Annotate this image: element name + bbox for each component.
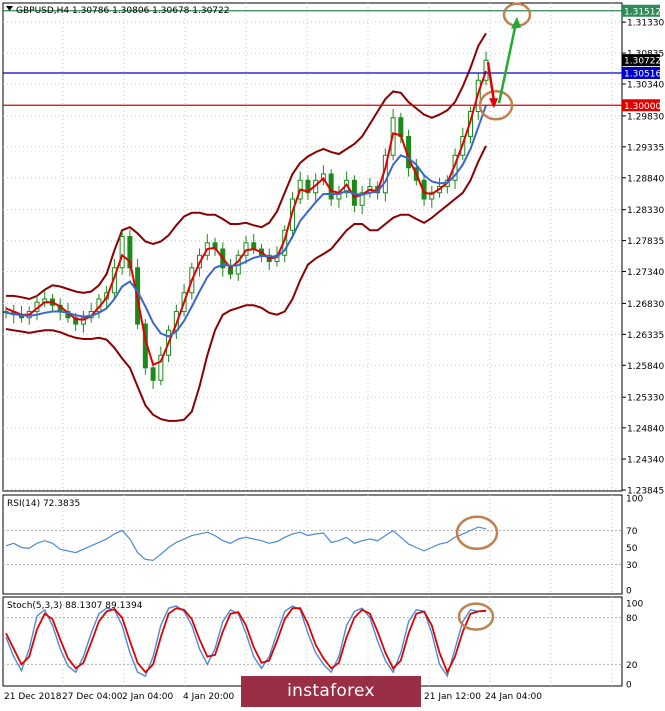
stoch-circle-annotation — [457, 602, 495, 631]
candle-body — [127, 236, 133, 269]
time-axis-tick-label: 2 Jan 04:00 — [122, 692, 174, 702]
candle-body — [429, 192, 435, 200]
price-axis-tick-label: 1.27835 — [627, 237, 664, 247]
bollinger-band-bb_lower — [5, 145, 487, 422]
price-axis-tick-label: 1.26335 — [627, 331, 664, 341]
price-axis-tick-label: 1.25330 — [627, 394, 664, 404]
up-arrow-annotation — [497, 22, 518, 104]
rsi-axis-tick-label: 50 — [626, 544, 638, 554]
support-circle-annotation — [478, 90, 514, 121]
stoch-axis-tick-label: 100 — [626, 600, 643, 610]
price-axis-tick-label: 1.31330 — [627, 19, 664, 29]
stoch-axis-tick-label: 20 — [626, 661, 638, 671]
candle-body — [3, 311, 9, 314]
instaforex-logo: instaforex — [241, 676, 421, 707]
candle-body — [305, 179, 311, 194]
moving-average-ma_fast — [5, 70, 487, 367]
price-level-tag — [622, 4, 660, 17]
down-arrow-head — [489, 98, 498, 109]
candle-body — [398, 117, 404, 138]
logo-text: instaforex — [287, 681, 375, 701]
rsi-axis-tick-label: 0 — [626, 587, 632, 597]
price-axis-tick-label: 1.26830 — [627, 300, 664, 310]
time-axis-tick-label: 4 Jan 20:00 — [183, 692, 235, 702]
rsi-title: RSI(14) 72.3835 — [7, 499, 80, 509]
price-axis-tick-label: 1.30340 — [627, 81, 664, 91]
down-arrow-annotation — [486, 62, 496, 102]
price-level-tag — [622, 67, 660, 80]
candle-body — [328, 173, 334, 200]
moving-average-ma_slow — [5, 104, 487, 338]
candle-body — [359, 192, 365, 206]
time-axis-tick-label: 21 Jan 12:00 — [424, 692, 481, 702]
price-axis-tick-label: 1.30835 — [627, 50, 664, 60]
price-axis-tick-label: 1.23845 — [627, 487, 664, 497]
price-axis-tick-label: 1.27340 — [627, 268, 664, 278]
price-level-label: 1.30516 — [624, 70, 661, 80]
price-level-label: 1.30722 — [624, 57, 661, 67]
stoch-axis-tick-label: 0 — [626, 681, 632, 691]
time-axis-tick-label: 24 Jan 04:00 — [485, 692, 542, 702]
price-panel — [2, 2, 623, 492]
stoch-line-signal — [5, 607, 487, 675]
price-axis-tick-label: 1.29335 — [627, 143, 664, 153]
candle-body — [119, 236, 125, 269]
bollinger-band-bb_upper — [6, 32, 487, 301]
candle-body — [158, 354, 164, 381]
price-axis-tick-label: 1.29830 — [627, 112, 664, 122]
stoch-axis-tick-label: 80 — [626, 614, 638, 624]
candle-body — [150, 367, 156, 381]
price-title: GBPUSD,H4 1.30786 1.30806 1.30678 1.3072… — [16, 6, 229, 16]
stoch-title: Stoch(5,3,3) 88.1307 89.1394 — [7, 601, 143, 611]
rsi-panel — [2, 494, 623, 595]
price-axis-tick-label: 1.24840 — [627, 424, 664, 434]
chart-menu-triangle-icon[interactable] — [6, 6, 13, 11]
price-axis-tick-label: 1.28330 — [627, 206, 664, 216]
time-axis-tick-label: 21 Dec 2018 — [4, 692, 62, 702]
price-level-label: 1.31512 — [624, 7, 661, 17]
time-axis-tick-label: 27 Dec 04:00 — [62, 692, 123, 702]
up-arrow-head — [511, 16, 521, 29]
price-axis-tick-label: 1.28840 — [627, 174, 664, 184]
rsi-axis-tick-label: 70 — [626, 527, 638, 537]
rsi-axis-tick-label: 100 — [626, 495, 643, 505]
rsi-circle-annotation — [455, 515, 499, 551]
price-level-label: 1.30000 — [624, 102, 661, 112]
price-axis-tick-label: 1.24340 — [627, 456, 664, 466]
candle-body — [80, 317, 86, 325]
rsi-axis-tick-label: 30 — [626, 561, 638, 571]
rsi-line — [5, 526, 487, 561]
stoch-line-main — [5, 605, 486, 678]
price-axis-tick-label: 1.25840 — [627, 362, 664, 372]
price-level-tag — [622, 99, 660, 112]
price-level-tag — [622, 54, 660, 67]
